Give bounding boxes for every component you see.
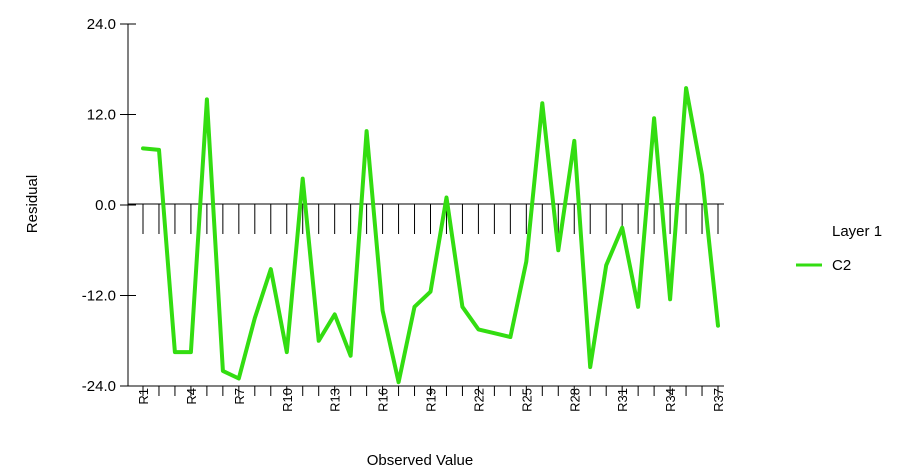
data-point (540, 101, 544, 105)
y-axis-title: Residual (24, 175, 41, 233)
data-point (205, 97, 209, 101)
x-tick-label: R22 (471, 388, 486, 412)
x-tick-label: R19 (424, 388, 439, 412)
data-point (237, 376, 241, 380)
data-point (588, 365, 592, 369)
data-point (189, 350, 193, 354)
y-axis: 24.0 12.0 0.0 -12.0 -24.0 (82, 16, 136, 395)
data-point (524, 260, 528, 264)
x-tick-label: R34 (663, 388, 678, 412)
legend: Layer 1 C2 (796, 223, 882, 274)
data-point (716, 324, 720, 328)
x-tick-label: R10 (280, 388, 295, 412)
x-tick-label: R7 (232, 388, 247, 405)
x-tick-label: R31 (615, 388, 630, 412)
data-point (556, 248, 560, 252)
series-line-c2 (141, 86, 720, 385)
series-layer (141, 86, 720, 385)
data-point (652, 116, 656, 120)
x-tick-label: R16 (376, 388, 391, 412)
data-point (285, 350, 289, 354)
x-tick-label: R1 (136, 388, 151, 405)
x-axis-title: Observed Value (367, 452, 473, 469)
x-tick-label: R4 (184, 388, 199, 405)
data-point (492, 331, 496, 335)
data-point (221, 369, 225, 373)
data-point (333, 312, 337, 316)
data-point (444, 195, 448, 199)
data-point (397, 380, 401, 384)
x-axis: R1 R4 R7 R10 R13 R16 R19 R22 R25 R28 R31 R34 R37 (128, 203, 726, 412)
legend-label-c2: C2 (832, 257, 851, 274)
data-point (572, 139, 576, 143)
data-point (173, 350, 177, 354)
data-point (700, 173, 704, 177)
data-point (460, 305, 464, 309)
x-tick-label: R37 (711, 388, 726, 412)
y-tick-label: 24.0 (87, 16, 116, 33)
data-point (269, 267, 273, 271)
data-point (301, 177, 305, 181)
x-tick-label: R13 (328, 388, 343, 412)
y-tick-label: 0.0 (95, 197, 116, 214)
x-tick-label: R28 (567, 388, 582, 412)
data-point (429, 290, 432, 294)
data-point (413, 305, 417, 309)
data-point (604, 263, 608, 267)
data-point (636, 305, 640, 309)
data-point (157, 148, 161, 152)
x-tick-label: R25 (519, 388, 534, 412)
data-point (141, 146, 145, 150)
data-point (508, 335, 512, 339)
data-point (365, 129, 369, 133)
data-point (476, 327, 480, 331)
data-point (684, 86, 688, 90)
legend-title: Layer 1 (832, 223, 882, 240)
data-point (253, 316, 257, 320)
y-tick-label: -24.0 (82, 378, 116, 395)
y-tick-label: -12.0 (82, 288, 116, 305)
data-point (668, 297, 672, 301)
data-point (381, 309, 385, 313)
data-point (317, 339, 321, 343)
data-point (349, 354, 353, 358)
data-point (620, 226, 624, 230)
y-tick-label: 12.0 (87, 107, 116, 124)
